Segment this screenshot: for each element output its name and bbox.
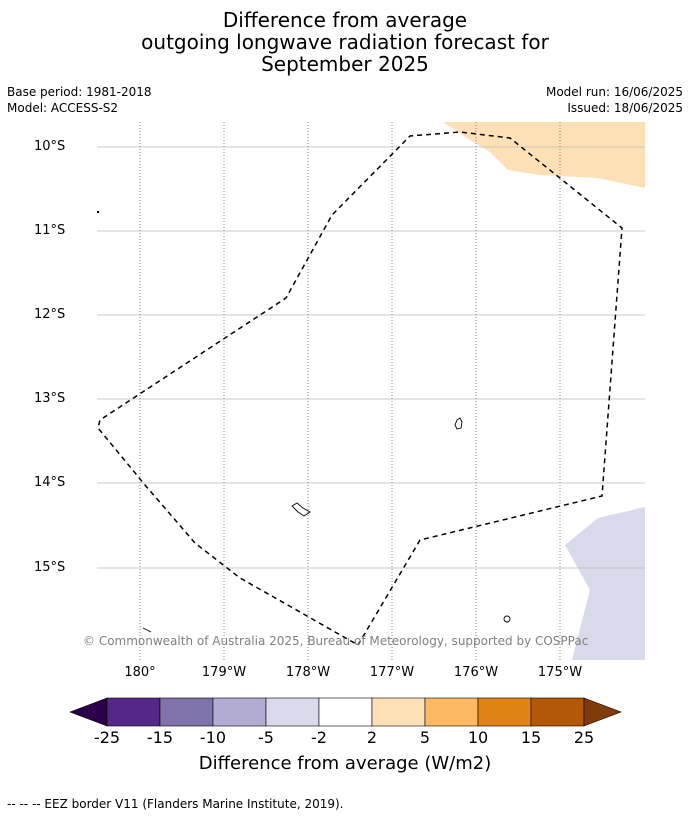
colorbar-tick-2: -15 [146, 728, 174, 747]
lon-label-6: 175°W [537, 665, 583, 680]
issued-date: Issued: 18/06/2025 [567, 101, 683, 115]
colorbar-tick-5: -2 [311, 728, 327, 747]
negative-anomaly-region [565, 507, 645, 660]
meta-right: Model run: 16/06/2025 Issued: 18/06/2025 [546, 84, 683, 116]
lon-gridlines [139, 122, 561, 660]
colorbar-bin-9 [530, 697, 585, 727]
lon-label-1: 180° [124, 665, 156, 680]
colorbar-tick-1: -25 [93, 728, 121, 747]
island-southwest [142, 627, 152, 633]
colorbar-tick-8: 10 [467, 728, 489, 747]
eez-footnote: -- -- -- EEZ border V11 (Flanders Marine… [7, 797, 344, 811]
title-line-3: September 2025 [261, 52, 429, 76]
colorbar-bin-4 [265, 697, 320, 727]
eez-border [97, 131, 623, 646]
lat-label-6: 15°S [34, 560, 66, 575]
colorbar-tick-10: 25 [573, 728, 595, 747]
island-northwest [97, 210, 100, 214]
title-line-1: Difference from average [222, 8, 468, 32]
lat-label-5: 14°S [34, 475, 66, 490]
meta-left: Base period: 1981-2018 Model: ACCESS-S2 [7, 84, 152, 116]
colorbar-bin-5 [318, 697, 373, 727]
island-east [454, 417, 463, 430]
colorbar-tick-7: 5 [419, 728, 431, 747]
model-name: Model: ACCESS-S2 [7, 101, 119, 115]
colorbar-bin-3 [212, 697, 267, 727]
islands [97, 210, 511, 633]
colorbar-tick-4: -5 [258, 728, 274, 747]
colorbar-bin-1 [106, 697, 161, 727]
island-central [291, 502, 311, 517]
island-southeast [503, 615, 511, 623]
lon-label-4: 177°W [369, 665, 415, 680]
colorbar-tick-3: -10 [199, 728, 227, 747]
lat-label-1: 10°S [34, 139, 66, 154]
colorbar-bin-7 [424, 697, 479, 727]
colorbar-bin-8 [477, 697, 532, 727]
lat-gridlines [97, 146, 645, 569]
lon-label-2: 179°W [201, 665, 247, 680]
model-run: Model run: 16/06/2025 [545, 85, 683, 99]
copyright-credit: © Commonwealth of Australia 2025, Bureau… [83, 634, 589, 648]
colorbar-title: Difference from average (W/m2) [198, 753, 492, 774]
colorbar-bin-2 [159, 697, 214, 727]
title-line-2: outgoing longwave radiation forecast for [141, 30, 549, 54]
lon-label-5: 176°W [453, 665, 499, 680]
colorbar-tick-9: 15 [520, 728, 542, 747]
colorbar-extend-high [583, 697, 622, 727]
lat-label-3: 12°S [34, 307, 66, 322]
positive-anomaly-region [443, 122, 645, 188]
colorbar [69, 697, 622, 727]
map-title: Difference from average outgoing longwav… [0, 9, 690, 75]
base-period: Base period: 1981-2018 [7, 85, 152, 99]
colorbar-bin-6 [371, 697, 426, 727]
lat-label-4: 13°S [34, 391, 66, 406]
colorbar-tick-6: 2 [366, 728, 378, 747]
colorbar-extend-low [69, 697, 108, 727]
lon-label-3: 178°W [285, 665, 331, 680]
lat-label-2: 11°S [34, 223, 66, 238]
